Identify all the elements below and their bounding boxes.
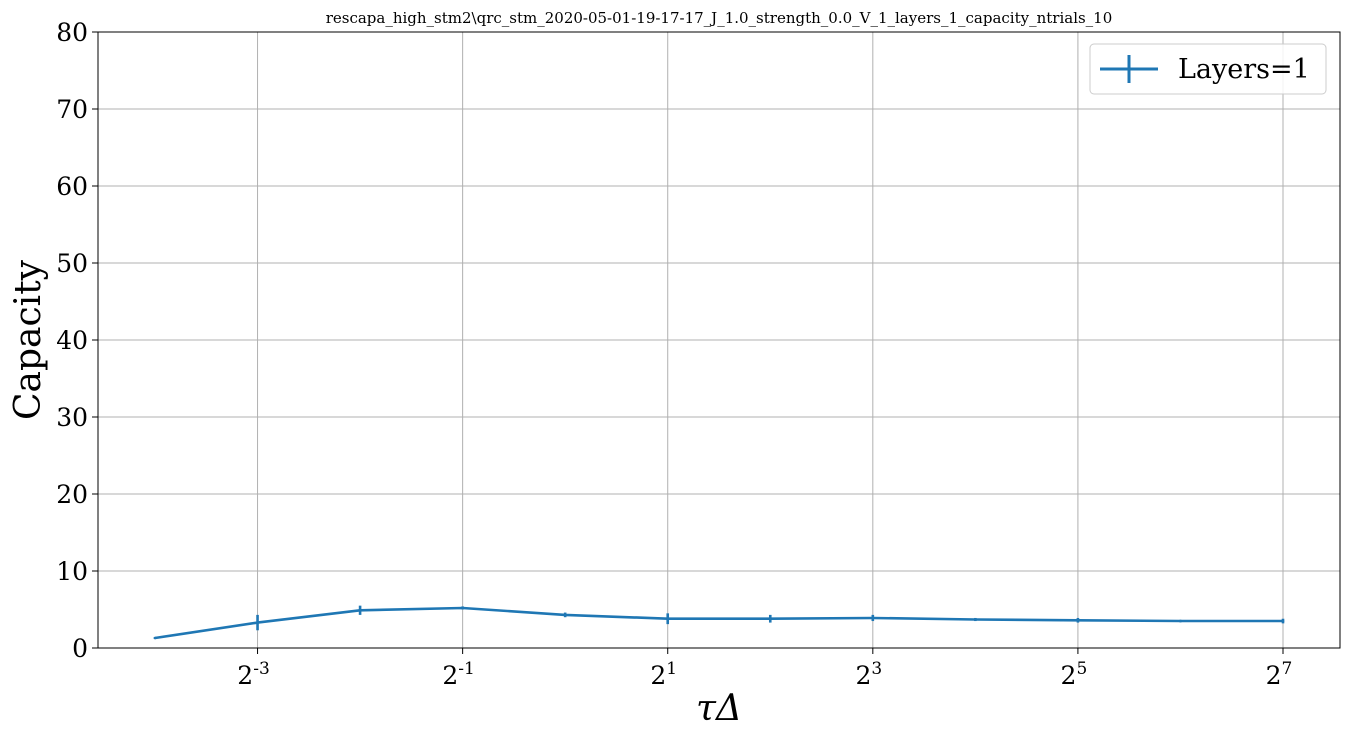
y-tick-label: 30 bbox=[56, 403, 88, 432]
y-tick-label: 50 bbox=[56, 249, 88, 278]
x-tick-base: 2 bbox=[442, 661, 458, 690]
x-tick-exponent: -3 bbox=[253, 659, 270, 679]
x-tick-exponent: 3 bbox=[871, 659, 882, 679]
y-tick-label: 60 bbox=[56, 172, 88, 201]
data-point bbox=[1179, 619, 1182, 623]
x-tick-label: 23 bbox=[855, 659, 882, 690]
x-tick-label: 2-3 bbox=[237, 659, 269, 690]
x-tick-label: 27 bbox=[1266, 659, 1293, 690]
data-point bbox=[461, 606, 464, 610]
chart-title: rescapa_high_stm2\qrc_stm_2020-05-01-19-… bbox=[326, 9, 1113, 27]
y-tick-label: 0 bbox=[72, 634, 88, 663]
x-tick-label: 25 bbox=[1061, 659, 1088, 690]
legend-entry-label: Layers=1 bbox=[1178, 54, 1310, 85]
y-tick-label: 80 bbox=[56, 18, 88, 47]
data-point bbox=[768, 617, 772, 621]
y-axis-label: Capacity bbox=[8, 259, 49, 420]
legend: Layers=1 bbox=[1089, 43, 1327, 95]
legend-box bbox=[1089, 43, 1327, 95]
y-tick-label: 70 bbox=[56, 95, 88, 124]
x-tick-exponent: 1 bbox=[666, 659, 677, 679]
x-tick-label: 2-1 bbox=[442, 659, 474, 690]
x-tick-base: 2 bbox=[1061, 661, 1077, 690]
y-axis-ticks: 0 10 20 30 40 50 60 70 80 bbox=[56, 18, 98, 663]
data-point bbox=[871, 616, 875, 620]
x-tick-exponent: -1 bbox=[458, 659, 475, 679]
data-point bbox=[1076, 618, 1080, 622]
data-point bbox=[974, 618, 977, 621]
plot-frame bbox=[97, 31, 1341, 649]
x-tick-exponent: 7 bbox=[1282, 659, 1293, 679]
x-tick-base: 2 bbox=[650, 661, 666, 690]
x-tick-exponent: 5 bbox=[1076, 659, 1087, 679]
x-axis-ticks: 2-3 2-1 21 23 25 27 bbox=[237, 648, 1292, 690]
data-point bbox=[563, 613, 567, 617]
x-tick-label: 21 bbox=[650, 659, 677, 690]
y-tick-label: 10 bbox=[56, 557, 88, 586]
data-point bbox=[1281, 619, 1285, 623]
x-tick-base: 2 bbox=[237, 661, 253, 690]
data-point bbox=[256, 621, 259, 624]
series-layer bbox=[153, 605, 1285, 640]
data-point bbox=[666, 617, 670, 621]
series-line bbox=[154, 606, 1283, 640]
data-point bbox=[358, 608, 362, 612]
x-tick-base: 2 bbox=[1266, 661, 1282, 690]
x-tick-base: 2 bbox=[855, 661, 871, 690]
y-tick-label: 20 bbox=[56, 480, 88, 509]
data-point bbox=[153, 636, 157, 640]
grid bbox=[98, 31, 1340, 649]
y-tick-label: 40 bbox=[56, 326, 88, 355]
x-axis-label: τΔ bbox=[696, 688, 742, 729]
